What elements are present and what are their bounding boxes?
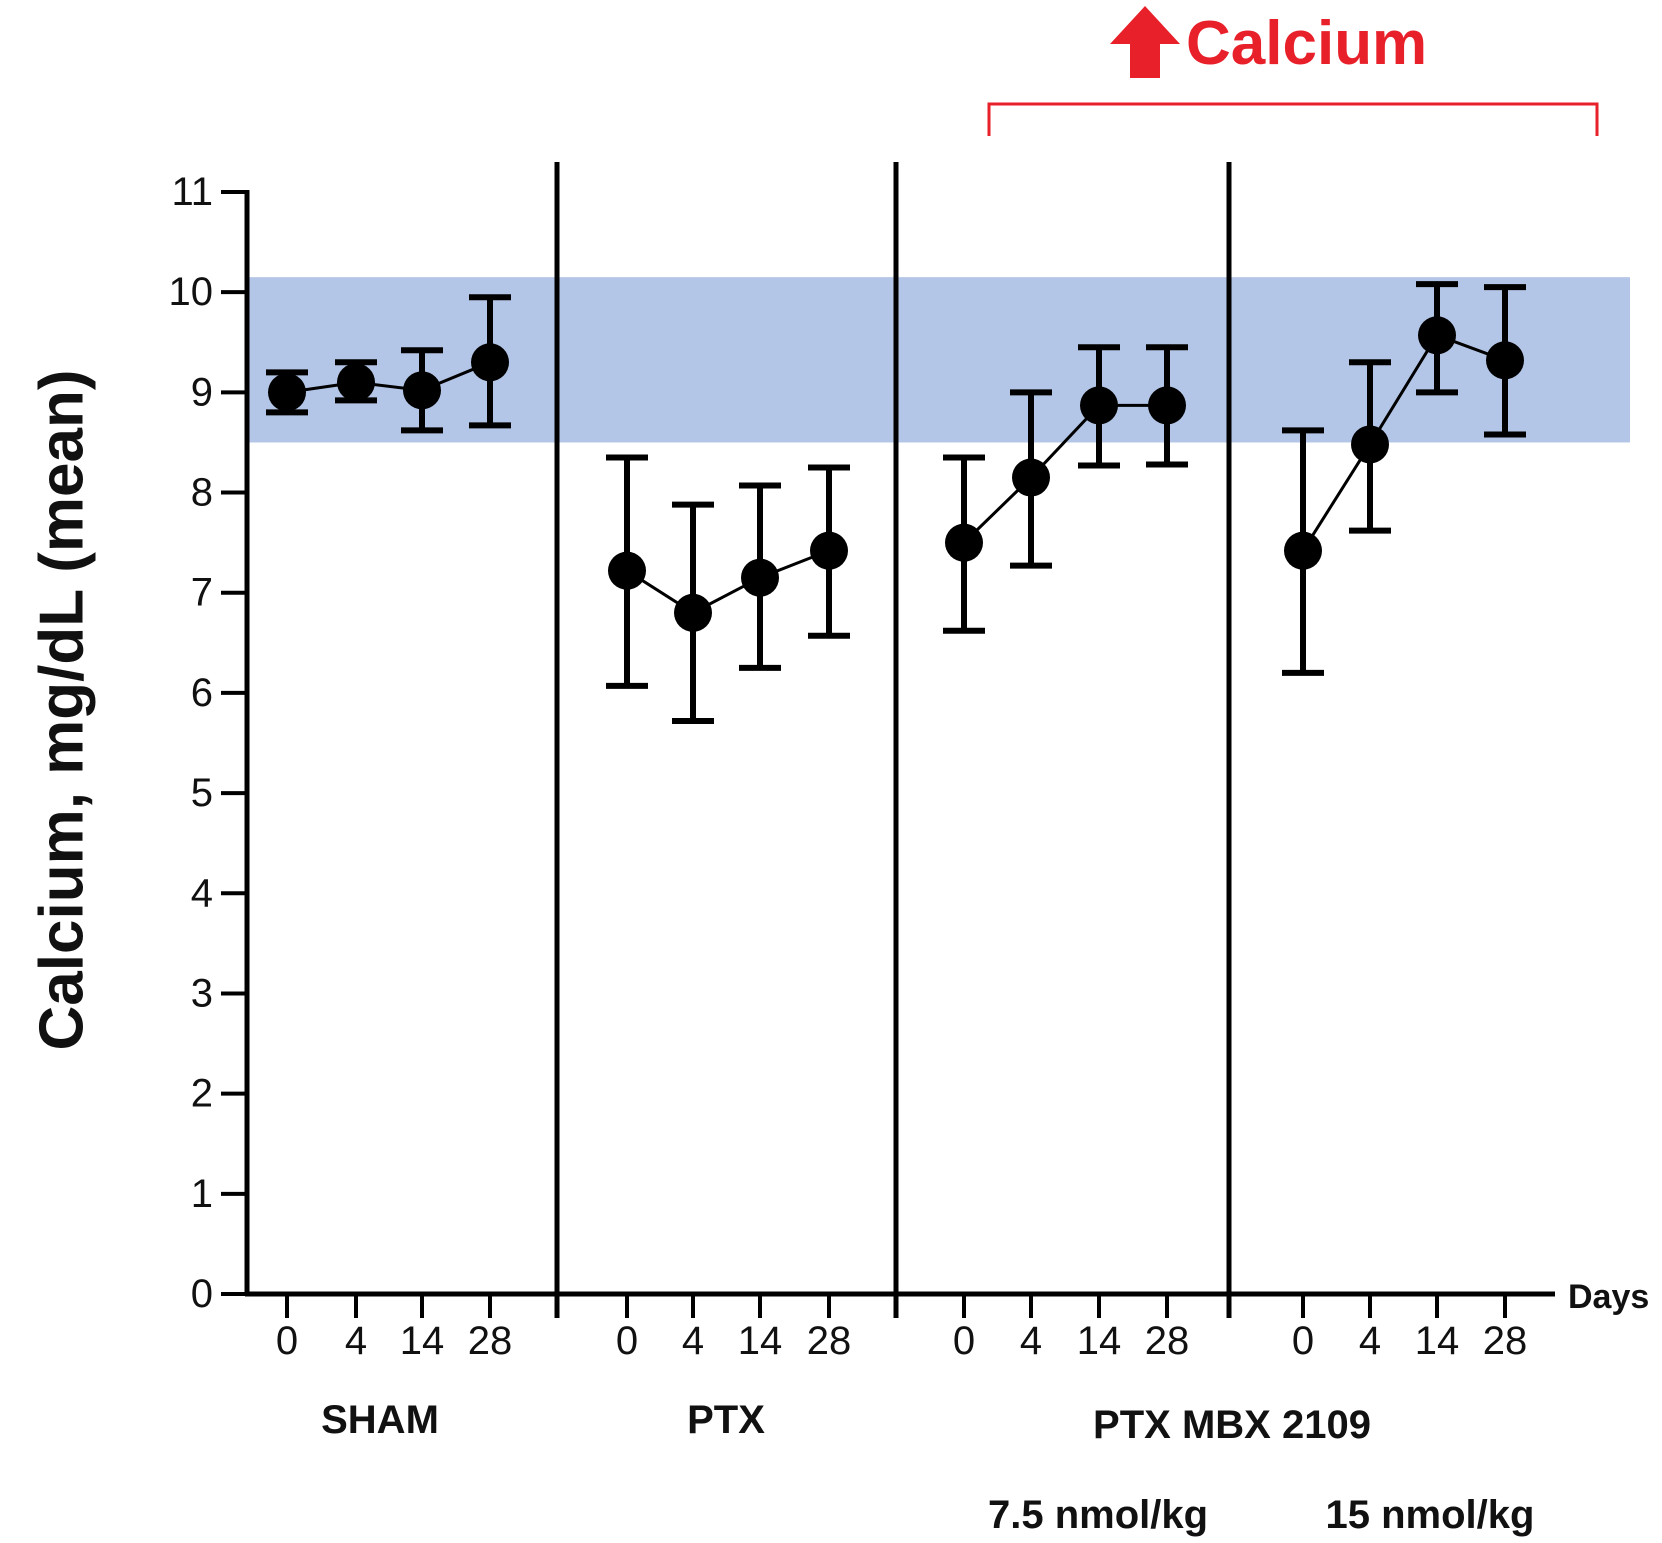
y-tick-label: 7 xyxy=(191,571,213,615)
y-tick-label: 10 xyxy=(169,270,214,314)
x-tick-label: 0 xyxy=(276,1319,298,1363)
data-point xyxy=(471,343,509,382)
calcium-increase-annotation: Calcium xyxy=(987,6,1599,136)
dose-label-7-5: 7.5 nmol/kg xyxy=(988,1493,1208,1537)
x-tick-label: 28 xyxy=(807,1319,852,1363)
group-label-ptx-mbx-2109: PTX MBX 2109 xyxy=(1093,1403,1371,1447)
up-arrow-icon xyxy=(1110,6,1180,78)
y-ticks: 0 1 2 3 4 5 6 7 8 9 10 11 xyxy=(169,170,247,1316)
series-line xyxy=(1301,333,1506,552)
x-tick-label: 4 xyxy=(1020,1319,1042,1363)
y-tick-label: 6 xyxy=(191,671,213,715)
group-label-ptx: PTX xyxy=(687,1398,765,1442)
x-ticks: 0 4 14 28 0 4 14 28 0 4 14 28 0 4 14 28 xyxy=(276,1294,1527,1363)
data-point xyxy=(1012,458,1050,497)
y-tick-label: 11 xyxy=(171,170,213,214)
series-line xyxy=(286,360,491,394)
data-point xyxy=(810,531,848,570)
x-tick-label: 28 xyxy=(1145,1319,1190,1363)
y-tick-label: 0 xyxy=(191,1272,213,1316)
data-point xyxy=(945,523,983,562)
x-tick-label: 4 xyxy=(682,1319,704,1363)
x-axis-label: Days xyxy=(1568,1278,1649,1316)
series-group xyxy=(606,454,850,724)
group-dividers xyxy=(554,162,1232,1318)
data-point xyxy=(1080,386,1118,425)
y-tick-label: 4 xyxy=(191,871,213,915)
dose-label-15: 15 nmol/kg xyxy=(1326,1493,1535,1537)
x-tick-label: 14 xyxy=(1077,1319,1122,1363)
x-tick-label: 14 xyxy=(400,1319,445,1363)
data-point xyxy=(403,371,441,410)
data-point xyxy=(1351,425,1389,464)
x-tick-label: 14 xyxy=(1415,1319,1460,1363)
group-label-sham: SHAM xyxy=(321,1398,439,1442)
data-point xyxy=(268,373,306,412)
data-point xyxy=(741,558,779,597)
y-tick-label: 3 xyxy=(191,971,213,1015)
series-group xyxy=(1282,281,1526,676)
y-tick-label: 9 xyxy=(191,370,213,414)
x-tick-label: 0 xyxy=(1292,1319,1314,1363)
data-point xyxy=(337,363,375,402)
x-tick-label: 28 xyxy=(1483,1319,1528,1363)
data-point xyxy=(608,551,646,590)
axes xyxy=(244,190,1555,1297)
x-tick-label: 14 xyxy=(738,1319,783,1363)
x-tick-label: 0 xyxy=(616,1319,638,1363)
y-tick-label: 1 xyxy=(191,1172,213,1216)
data-series xyxy=(266,281,1526,724)
y-tick-label: 5 xyxy=(191,771,213,815)
y-axis-label: Calcium, mg/dL (mean) xyxy=(27,370,96,1051)
annotation-bracket xyxy=(987,102,1599,136)
series-line xyxy=(962,403,1167,544)
data-point xyxy=(1284,531,1322,570)
data-point xyxy=(1486,341,1524,380)
data-point xyxy=(674,593,712,632)
x-tick-label: 28 xyxy=(468,1319,513,1363)
series-line xyxy=(626,549,830,615)
y-tick-label: 2 xyxy=(191,1072,213,1116)
x-tick-label: 4 xyxy=(345,1319,367,1363)
annotation-label: Calcium xyxy=(1186,9,1427,78)
y-tick-label: 8 xyxy=(191,471,213,515)
x-tick-label: 0 xyxy=(953,1319,975,1363)
data-point xyxy=(1148,386,1186,425)
data-point xyxy=(1418,316,1456,355)
x-tick-label: 4 xyxy=(1359,1319,1381,1363)
series-group xyxy=(266,294,511,434)
series-group xyxy=(943,344,1188,634)
